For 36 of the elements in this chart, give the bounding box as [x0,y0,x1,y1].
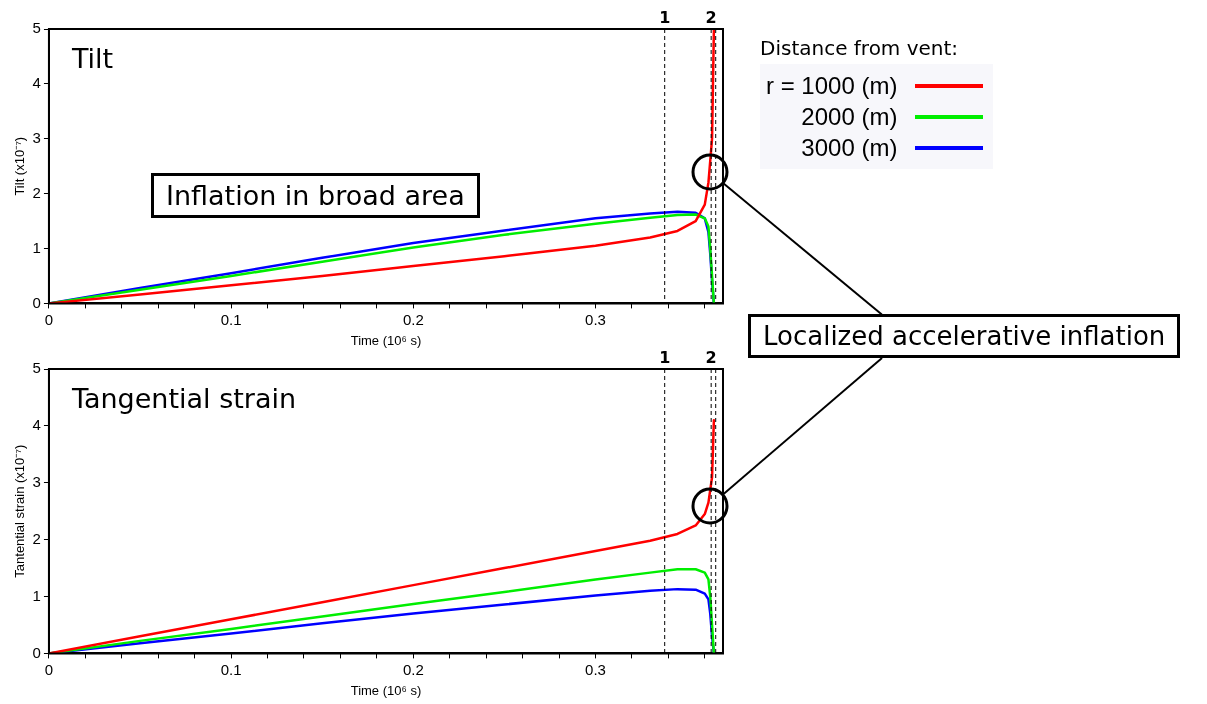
legend-label: 3000 (m) [801,133,898,162]
text: 1 [659,348,671,367]
x-tick-label: 0.1 [220,310,242,328]
legend-title: Distance from vent: [760,36,960,60]
legend-label: 2000 (m) [801,102,898,131]
y-tick-label: 4 [32,416,41,434]
y-tick-label: 3 [32,128,41,146]
annotation: Inflation in broad area [150,173,480,218]
y-tick-label: 3 [32,472,41,490]
y-tick-label: 2 [32,183,41,201]
x-tick-label: 0.3 [585,660,606,678]
x-axis-title: Time (10⁶ s) [350,332,422,348]
x-tick-label: 0.1 [220,660,242,678]
text: 2 [705,348,717,367]
annotation: Tangential strain [71,383,297,414]
legend-label: r = 1000 (m) [766,71,898,100]
y-axis-title: Tantential strain (x10⁻⁷) [12,444,28,578]
y-tick-label: 0 [32,293,41,311]
x-tick-label: 0 [44,660,54,678]
y-tick-label: 1 [32,586,41,604]
y-tick-label: 1 [32,238,41,256]
x-tick-label: 0.2 [402,310,424,328]
x-tick-label: 0 [44,310,54,328]
x-tick-label: 0.3 [585,310,606,328]
text: 2 [705,8,717,27]
y-tick-label: 0 [32,643,41,661]
x-axis-title: Time (10⁶ s) [350,682,422,698]
y-axis-title: Tilt (x10⁻⁷) [12,136,28,196]
x-tick-label: 0.2 [402,660,424,678]
y-tick-label: 2 [32,529,41,547]
y-tick-label: 5 [32,359,41,377]
text: Localized accelerative inflation [748,314,1181,358]
text: 1 [659,8,671,27]
y-tick-label: 5 [32,19,41,37]
annotation: Tilt [71,43,114,74]
y-tick-label: 4 [32,74,41,92]
